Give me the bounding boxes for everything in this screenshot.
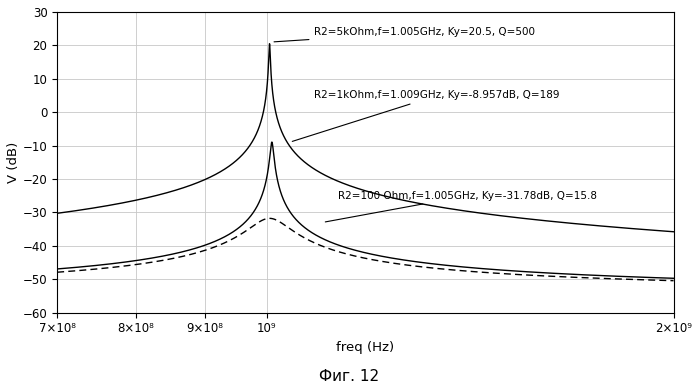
Text: R2=100 Ohm,f=1.005GHz, Ky=-31.78dB, Q=15.8: R2=100 Ohm,f=1.005GHz, Ky=-31.78dB, Q=15… (325, 191, 598, 222)
Text: R2=1kOhm,f=1.009GHz, Ky=-8.957dB, Q=189: R2=1kOhm,f=1.009GHz, Ky=-8.957dB, Q=189 (292, 90, 560, 141)
Y-axis label: V (dB): V (dB) (7, 142, 20, 183)
Text: R2=5kOhm,f=1.005GHz, Ky=20.5, Q=500: R2=5kOhm,f=1.005GHz, Ky=20.5, Q=500 (274, 27, 535, 42)
X-axis label: freq (Hz): freq (Hz) (336, 341, 394, 354)
Text: Фиг. 12: Фиг. 12 (319, 369, 380, 384)
